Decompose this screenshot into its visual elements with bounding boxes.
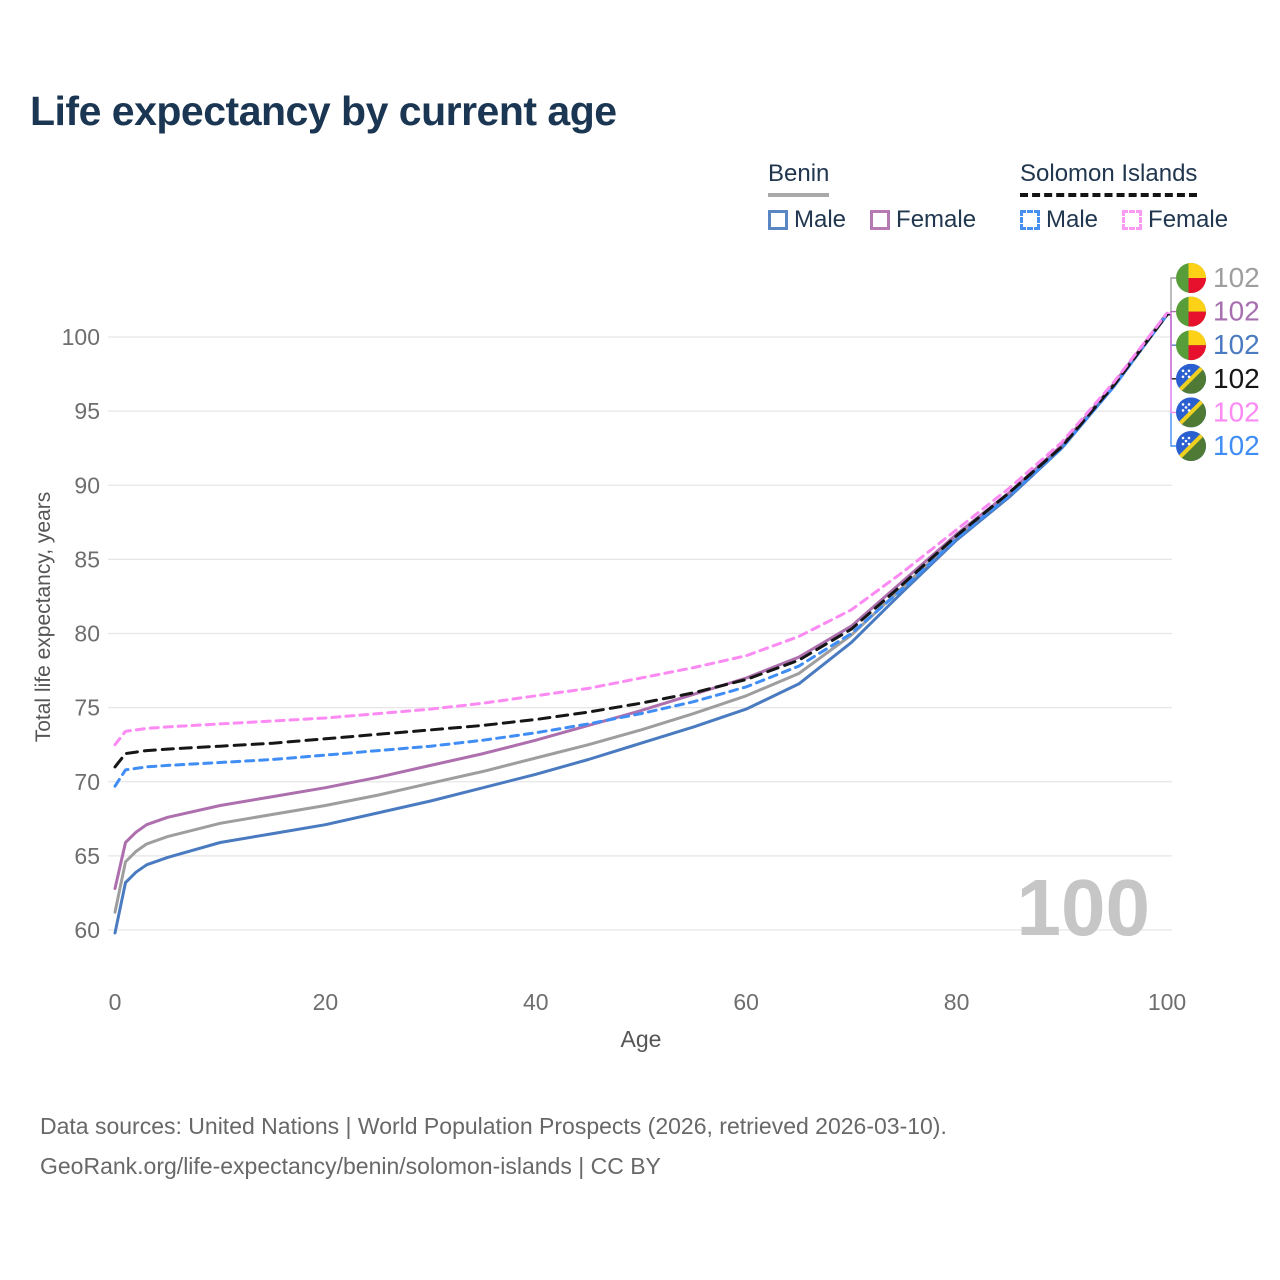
x-tick-label-40: 40 [523, 989, 549, 1015]
y-tick-label-75: 75 [74, 695, 100, 721]
endpoint-value-solomon-islands-female: 102 [1213, 396, 1260, 427]
y-tick-label-85: 85 [74, 546, 100, 572]
x-tick-label-0: 0 [109, 989, 122, 1015]
series-layer [113, 311, 1169, 935]
y-tick-label-100: 100 [62, 324, 100, 350]
endpoint-value-benin-male: 102 [1213, 329, 1260, 360]
legend-item-label: Female [896, 206, 977, 233]
legend-group-benin: Benin Male Female [768, 160, 976, 234]
solomon-islands-male-swatch-icon [1020, 210, 1040, 230]
series-line-solomon-islands-total [113, 313, 1169, 769]
legend-benin-title: Benin [768, 160, 830, 197]
legend-item-solomon-islands-male[interactable]: Male [1020, 206, 1098, 234]
x-tick-label-100: 100 [1148, 989, 1186, 1015]
flag-benin-icon [1176, 263, 1206, 293]
flag-solomon-islands-icon [1175, 430, 1207, 462]
series-line-benin-male [113, 313, 1169, 935]
data-sources-line: Data sources: United Nations | World Pop… [40, 1113, 947, 1139]
benin-male-swatch-icon [768, 210, 788, 230]
flag-solomon-islands-icon [1175, 396, 1207, 428]
age-watermark: 100 [1016, 863, 1150, 952]
legend-item-label: Male [794, 206, 847, 233]
legend-group-solomon-islands: Solomon Islands Male Female [1020, 160, 1228, 234]
label-connector-solomon-islands-female [1167, 312, 1176, 414]
flag-benin-icon [1176, 330, 1206, 360]
endpoint-value-solomon-islands-total: 102 [1213, 363, 1260, 394]
legend-item-benin-female[interactable]: Female [870, 206, 976, 234]
x-tick-label-60: 60 [733, 989, 759, 1015]
label-connector-benin-total [1167, 277, 1176, 316]
x-tick-label-20: 20 [313, 989, 339, 1015]
solomon-islands-female-swatch-icon [1122, 210, 1143, 230]
legend-item-benin-male[interactable]: Male [768, 206, 846, 234]
attribution-line: GeoRank.org/life-expectancy/benin/solomo… [40, 1153, 661, 1179]
flag-solomon-islands-icon [1175, 363, 1207, 395]
x-axis-title: Age [620, 1026, 662, 1052]
series-line-solomon-islands-male [113, 313, 1169, 788]
legend-benin-items: Male Female [768, 206, 976, 234]
legend-item-label: Female [1148, 206, 1229, 233]
flag-benin-icon [1176, 297, 1206, 327]
series-line-benin-female [113, 311, 1169, 890]
y-axis-title: Total life expectancy, years [32, 491, 55, 743]
series-line-benin-total [113, 313, 1169, 914]
endpoint-value-solomon-islands-male: 102 [1213, 430, 1260, 461]
endpoint-value-benin-female: 102 [1213, 296, 1260, 327]
y-tick-label-70: 70 [74, 769, 100, 795]
legend-item-label: Male [1046, 206, 1099, 233]
page-title: Life expectancy by current age [30, 88, 617, 134]
x-tick-label-80: 80 [944, 989, 970, 1015]
footer: Data sources: United Nations | World Pop… [40, 1106, 947, 1186]
y-tick-label-65: 65 [74, 843, 100, 869]
y-tick-label-90: 90 [74, 472, 100, 498]
legend-solomon-islands-items: Male Female [1020, 206, 1228, 234]
legend-item-solomon-islands-female[interactable]: Female [1122, 206, 1228, 234]
y-tick-label-60: 60 [74, 917, 100, 943]
y-tick-label-95: 95 [74, 398, 100, 424]
benin-female-swatch-icon [870, 210, 891, 230]
plot-area: 60 65 70 75 80 85 90 95 100 0 20 40 60 80 100 [62, 324, 1187, 1015]
series-line-solomon-islands-female [113, 311, 1169, 747]
legend-solomon-islands-title: Solomon Islands [1020, 160, 1198, 197]
y-tick-label-80: 80 [74, 621, 100, 647]
endpoint-value-benin-total: 102 [1213, 262, 1260, 293]
